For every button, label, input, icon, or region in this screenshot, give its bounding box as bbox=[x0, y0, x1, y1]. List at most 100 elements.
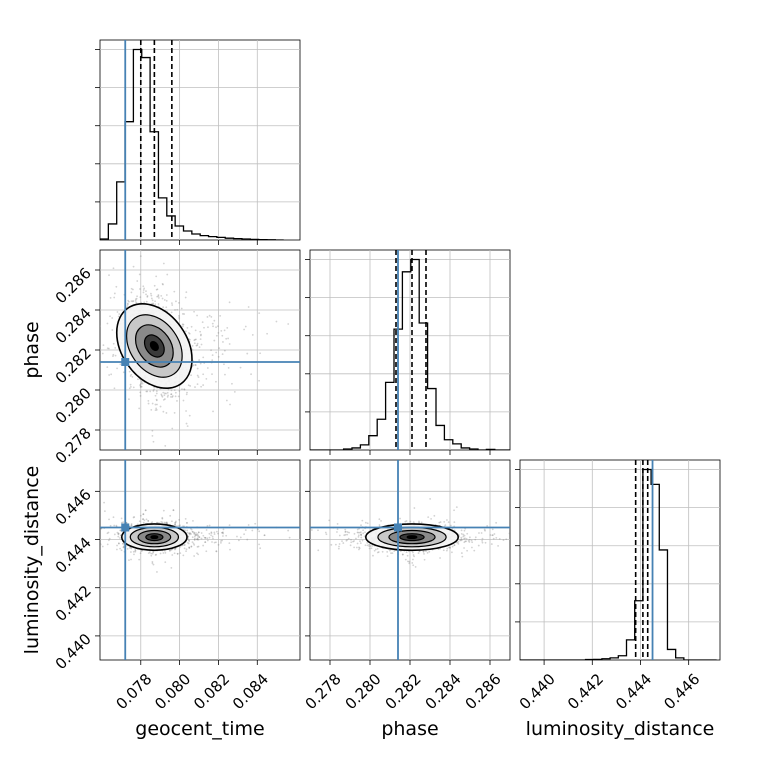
sample-point bbox=[491, 528, 494, 531]
y-axis-label-luminosity_distance: luminosity_distance bbox=[21, 466, 43, 655]
sample-point bbox=[101, 352, 104, 355]
sample-point bbox=[170, 548, 173, 551]
sample-point bbox=[430, 517, 433, 520]
sample-point bbox=[182, 323, 185, 326]
sample-point bbox=[343, 534, 346, 537]
x-tick-label: 0.282 bbox=[382, 670, 425, 713]
sample-point bbox=[161, 395, 164, 398]
sample-point bbox=[161, 517, 164, 520]
sample-point bbox=[169, 514, 172, 517]
sample-point bbox=[353, 540, 355, 542]
sample-point bbox=[222, 532, 225, 535]
sample-point bbox=[213, 319, 216, 322]
sample-point bbox=[226, 326, 229, 329]
sample-point bbox=[187, 535, 190, 538]
sample-point bbox=[336, 528, 339, 531]
sample-point bbox=[159, 552, 162, 555]
sample-point bbox=[157, 297, 160, 299]
sample-point bbox=[163, 299, 166, 301]
sample-point bbox=[208, 532, 211, 535]
contour-level bbox=[150, 535, 159, 540]
sample-point bbox=[166, 273, 169, 276]
sample-point bbox=[122, 542, 124, 545]
sample-point bbox=[412, 521, 415, 524]
sample-point bbox=[224, 373, 226, 376]
x-tick-label: 0.444 bbox=[612, 670, 655, 713]
sample-point bbox=[161, 516, 164, 519]
sample-point bbox=[179, 524, 181, 527]
sample-point bbox=[223, 329, 226, 332]
sample-point bbox=[474, 536, 477, 539]
sample-point bbox=[151, 562, 154, 565]
sample-point bbox=[142, 285, 145, 288]
sample-point bbox=[215, 530, 218, 533]
truth-marker bbox=[121, 523, 130, 532]
sample-point bbox=[213, 531, 216, 534]
sample-point bbox=[325, 533, 328, 536]
sample-point bbox=[460, 552, 463, 554]
sample-point bbox=[204, 541, 207, 543]
sample-point bbox=[162, 283, 164, 286]
sample-point bbox=[170, 520, 173, 523]
sample-point bbox=[391, 552, 394, 555]
scatter-grid-2 bbox=[310, 460, 510, 660]
sample-point bbox=[505, 538, 508, 541]
x-tick-label: 0.284 bbox=[422, 670, 465, 713]
sample-point bbox=[287, 323, 290, 325]
sample-point bbox=[115, 548, 118, 551]
sample-point bbox=[188, 546, 191, 549]
sample-point bbox=[227, 337, 230, 340]
sample-point bbox=[191, 536, 194, 539]
sample-point bbox=[344, 531, 347, 533]
sample-point bbox=[199, 334, 202, 337]
sample-point bbox=[357, 535, 360, 538]
sample-point bbox=[215, 326, 217, 329]
sample-point bbox=[194, 329, 197, 332]
sample-point bbox=[116, 367, 118, 370]
sample-point bbox=[50, 280, 52, 282]
sample-point bbox=[196, 538, 199, 541]
sample-point bbox=[198, 359, 201, 361]
sample-point bbox=[439, 521, 442, 523]
sample-point bbox=[197, 538, 200, 541]
sample-point bbox=[112, 353, 115, 356]
sample-point bbox=[215, 334, 218, 337]
sample-point bbox=[186, 425, 189, 428]
sample-point bbox=[406, 554, 409, 557]
sample-point bbox=[137, 378, 139, 381]
sample-point bbox=[94, 319, 96, 321]
sample-point bbox=[459, 539, 462, 542]
sample-point bbox=[130, 523, 133, 525]
sample-point bbox=[151, 402, 154, 405]
sample-point bbox=[130, 558, 132, 561]
sample-point bbox=[134, 300, 137, 302]
sample-point bbox=[358, 548, 360, 551]
sample-point bbox=[152, 551, 155, 553]
sample-point bbox=[457, 540, 460, 543]
y-tick-label: 0.440 bbox=[52, 630, 95, 673]
sample-point bbox=[471, 546, 473, 549]
sample-point bbox=[113, 533, 116, 536]
sample-point bbox=[147, 399, 150, 402]
sample-point bbox=[171, 395, 174, 397]
sample-point bbox=[464, 540, 467, 543]
sample-point bbox=[196, 344, 199, 347]
sample-point bbox=[170, 393, 173, 396]
sample-point bbox=[92, 529, 94, 531]
sample-point bbox=[162, 410, 165, 413]
sample-point bbox=[145, 518, 148, 521]
sample-point bbox=[386, 551, 389, 553]
sample-point bbox=[186, 391, 188, 394]
sample-point bbox=[178, 316, 181, 319]
sample-point bbox=[154, 409, 157, 412]
sample-point bbox=[163, 398, 166, 400]
sample-point bbox=[344, 528, 347, 531]
sample-point bbox=[156, 571, 158, 573]
sample-point bbox=[439, 557, 441, 559]
sample-point bbox=[109, 524, 112, 527]
sample-point bbox=[162, 552, 165, 554]
sample-point bbox=[130, 551, 132, 553]
sample-point bbox=[171, 554, 174, 556]
sample-point bbox=[130, 300, 133, 303]
sample-point bbox=[198, 536, 201, 539]
